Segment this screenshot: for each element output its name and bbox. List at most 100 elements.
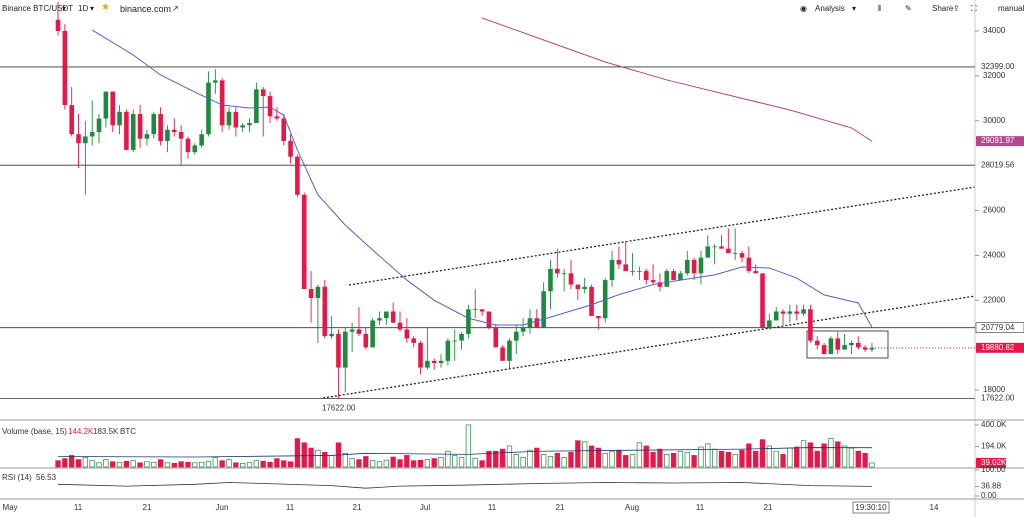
candle-body [445,340,451,361]
candle-body [520,327,526,332]
volume-bar [287,461,294,468]
volume-bar [718,450,725,468]
candle-body [165,129,170,141]
candle-body [466,309,471,334]
y-tick-label: 22000 [983,295,1006,304]
volume-bar [192,462,198,468]
volume-tick-label: 194.0K [981,442,1007,451]
volume-bar [650,451,656,468]
symbol[interactable]: Binance BTC/USDT [2,4,74,13]
candle-body [295,156,300,195]
candle-body [561,273,567,275]
volume-bar [753,450,759,468]
candle-body [349,329,355,332]
mode[interactable]: manual [998,4,1024,13]
x-tick-label: 11 [286,503,295,512]
candle-body [178,131,184,139]
candle-body [472,309,478,311]
volume-bar [411,460,417,468]
volume-bar [356,459,362,468]
volume-bar [130,460,136,468]
level-label: 28019.56 [981,160,1015,169]
volume-bar [240,462,246,468]
volume-bar [657,448,663,468]
candle-body [849,342,854,346]
volume-bar [328,455,335,468]
volume-bar [588,445,595,468]
candle-body [609,259,615,281]
volume-bar [623,455,629,468]
volume-bar [164,462,171,468]
candle-body [671,271,676,281]
volume-bar [151,461,157,468]
volume-bar [294,438,301,468]
analysis-button[interactable]: Analysis [815,4,845,13]
share-button[interactable]: Share [932,4,954,13]
candle-body [828,338,834,355]
candle-body [342,331,348,368]
fullscreen-icon[interactable]: ⛶ [971,4,977,13]
external-icon[interactable]: ↗ [172,4,179,13]
candle-body [637,271,642,272]
volume-bar [315,449,321,468]
dropdown[interactable]: ▾ [852,4,857,13]
candle-body [124,111,129,150]
volume-bar [794,446,800,468]
candle-body [684,259,690,274]
favorite-star[interactable]: ★ [101,2,110,13]
volume-bar [684,451,690,468]
ma-slow-box [976,136,1024,147]
volume-bar [157,459,164,468]
pencil-icon[interactable]: ✎ [905,4,912,13]
candle-body [247,123,252,126]
time-box [852,501,890,514]
volume-bar [821,443,827,468]
volume-bar [198,461,205,468]
candle-body [62,31,68,106]
candle-body [96,118,102,132]
volume-bar [404,455,410,468]
candle-body [274,116,280,119]
dropdown[interactable]: ▾ [62,4,67,13]
bars-icon[interactable]: ⦀ [878,4,882,13]
volume-ma-last: 183.5K [93,427,119,436]
candle-body [739,253,745,258]
candle-body [568,273,574,285]
volume-bar [123,460,130,468]
candle-body [404,329,410,339]
eye-icon[interactable]: ◉ [800,4,807,13]
candle-body [137,114,143,139]
candle-body [773,311,779,321]
x-tick-label: 11 [74,503,83,512]
volume-bar [301,442,307,468]
candle-body [233,111,239,128]
candle-body [55,19,61,32]
volume-bar [103,459,109,468]
volume-bar [582,441,588,468]
site-link[interactable]: binance.com [120,4,172,14]
volume-bar [493,450,499,468]
volume-bar [636,442,643,468]
interval[interactable]: 1D [78,4,89,13]
volume-bar [322,451,328,468]
volume-bar [499,448,506,468]
candle-body [158,114,163,141]
candle-body [103,91,109,119]
candle-body [623,264,629,272]
x-tick-label: 21 [764,503,773,512]
volume-bar [260,460,266,468]
candle-body [814,340,820,346]
volume-bar [540,454,547,468]
candle-body [171,129,177,132]
volume-bar [363,456,369,468]
candle-body [267,96,273,117]
volume-bar [561,457,567,468]
volume-bar [800,440,807,468]
volume-bar [664,454,670,468]
share-icon[interactable]: ⇪ [953,4,960,13]
volume-bar [629,454,636,468]
candle-body [199,134,204,146]
volume-bar [178,461,184,468]
dropdown[interactable]: ▾ [90,4,95,13]
